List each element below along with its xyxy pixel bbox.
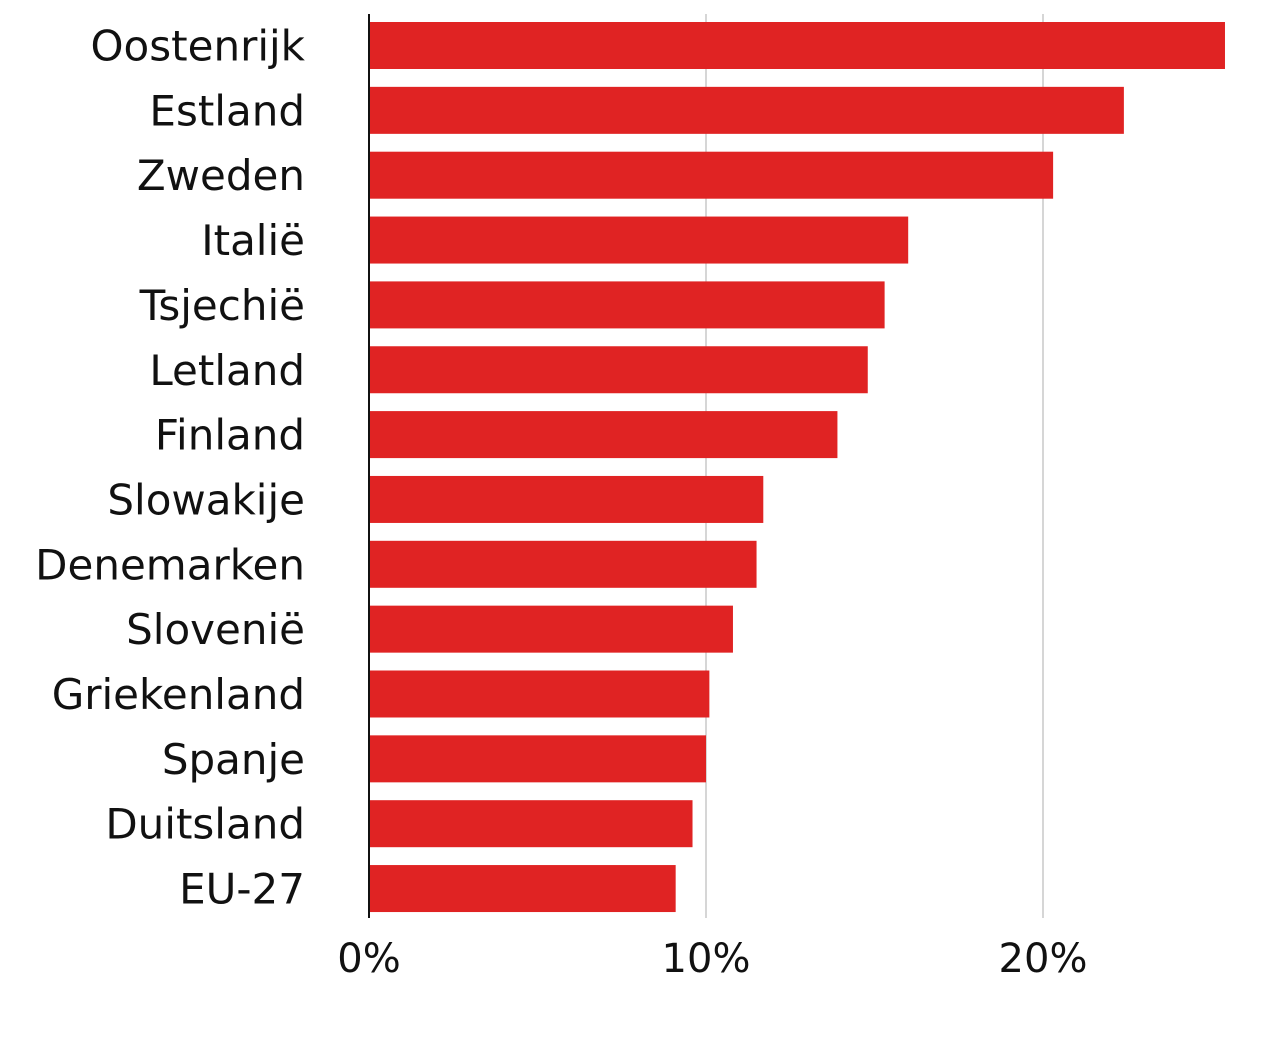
bar-zweden	[369, 151, 1054, 199]
bar-oostenrijk	[369, 22, 1225, 69]
category-label: Duitsland	[105, 800, 305, 849]
bar-slovenië	[369, 605, 733, 653]
category-label: Slovenië	[126, 605, 305, 654]
category-label: Zweden	[137, 151, 305, 200]
category-label: Finland	[155, 411, 305, 460]
category-label: Denemarken	[35, 540, 305, 589]
x-tick-label: 0%	[337, 936, 400, 982]
category-label: Estland	[149, 86, 305, 135]
category-label: Spanje	[162, 735, 305, 784]
bar-denemarken	[369, 540, 757, 588]
x-tick-label: 20%	[999, 936, 1088, 982]
category-label: Slowakije	[107, 475, 305, 524]
category-label: Griekenland	[52, 670, 305, 719]
bar-eu-27	[369, 865, 676, 913]
x-tick-label: 10%	[662, 936, 751, 982]
category-label: Tsjechië	[139, 281, 305, 330]
bar-spanje	[369, 735, 706, 783]
category-label: Oostenrijk	[91, 22, 306, 71]
bar-griekenland	[369, 670, 710, 718]
bar-estland	[369, 86, 1124, 134]
bar-slowakije	[369, 475, 764, 523]
bar-italië	[369, 216, 909, 264]
category-label: Letland	[149, 346, 305, 395]
category-label: EU-27	[179, 865, 305, 914]
bar-tsjechië	[369, 281, 885, 329]
bar-finland	[369, 411, 838, 459]
bar-letland	[369, 346, 868, 394]
bar-duitsland	[369, 800, 693, 848]
category-label: Italië	[201, 216, 305, 265]
